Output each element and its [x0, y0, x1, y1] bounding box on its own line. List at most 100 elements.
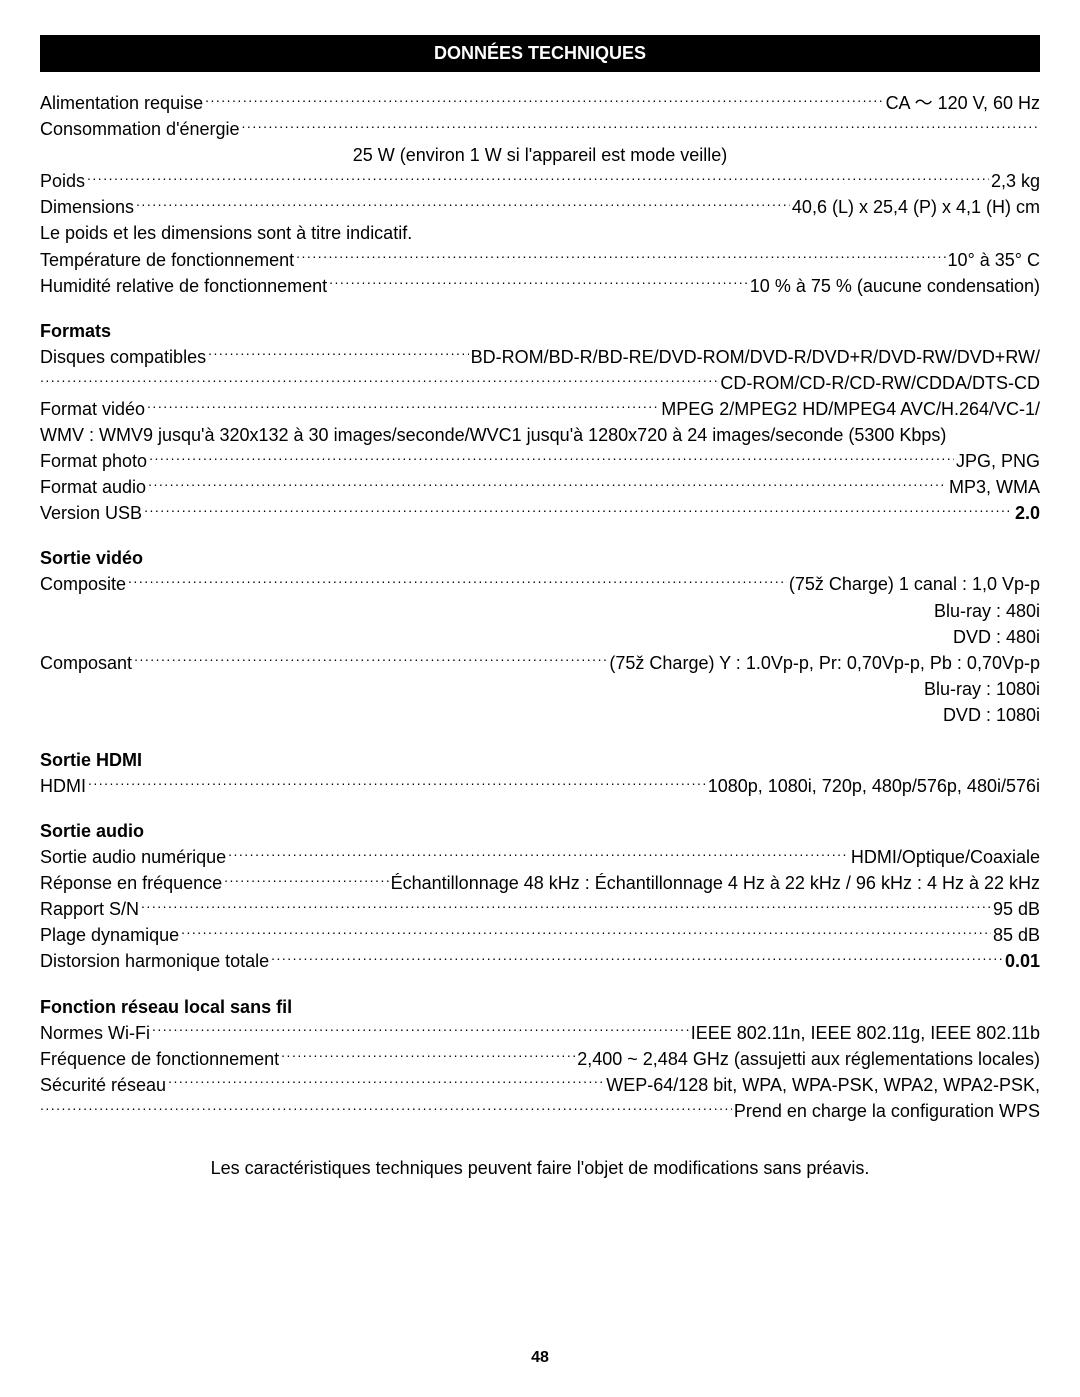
spec-label: Format audio	[40, 474, 148, 500]
dot-leader	[87, 169, 989, 187]
spec-label: Fréquence de fonctionnement	[40, 1046, 281, 1072]
spec-label: Version USB	[40, 500, 144, 526]
spec-label: Plage dynamique	[40, 922, 181, 948]
spec-row: Dimensions 40,6 (L) x 25,4 (P) x 4,1 (H)…	[40, 194, 1040, 220]
spec-label: Sortie audio numérique	[40, 844, 228, 870]
spec-row: Format vidéo MPEG 2/MPEG2 HD/MPEG4 AVC/H…	[40, 396, 1040, 422]
spec-value: Prend en charge la configuration WPS	[732, 1098, 1040, 1124]
dot-leader	[205, 91, 883, 109]
spec-label: HDMI	[40, 773, 88, 799]
spec-value: IEEE 802.11n, IEEE 802.11g, IEEE 802.11b	[689, 1020, 1040, 1046]
spec-value: Échantillonnage 48 kHz : Échantillonnage…	[389, 870, 1040, 896]
spec-row: Fréquence de fonctionnement 2,400 ~ 2,48…	[40, 1046, 1040, 1072]
header-title: DONNÉES TECHNIQUES	[434, 43, 646, 63]
spec-value: MPEG 2/MPEG2 HD/MPEG4 AVC/H.264/VC-1/	[659, 396, 1040, 422]
section-header: DONNÉES TECHNIQUES	[40, 35, 1040, 72]
spec-row: Distorsion harmonique totale 0.01	[40, 948, 1040, 974]
spec-row: Consommation d'énergie	[40, 116, 1040, 142]
page-number: 48	[0, 1349, 1080, 1367]
dot-leader	[228, 845, 849, 863]
spec-value: 85 dB	[991, 922, 1040, 948]
spec-value: 0.01	[1003, 948, 1040, 974]
section-heading-formats: Formats	[40, 321, 1040, 342]
spec-value: 2,400 ~ 2,484 GHz (assujetti aux régleme…	[575, 1046, 1040, 1072]
dot-leader	[281, 1047, 575, 1065]
spec-row: Poids 2,3 kg	[40, 168, 1040, 194]
dot-leader	[134, 651, 607, 669]
section-heading-hdmi-out: Sortie HDMI	[40, 750, 1040, 771]
spec-label: Composant	[40, 650, 134, 676]
dot-leader	[152, 1021, 689, 1039]
spec-row: Rapport S/N 95 dB	[40, 896, 1040, 922]
spec-label: Sécurité réseau	[40, 1072, 168, 1098]
dot-leader	[224, 871, 389, 889]
spec-row: Format photo JPG, PNG	[40, 448, 1040, 474]
spec-label: Format photo	[40, 448, 149, 474]
dot-leader	[242, 117, 1040, 135]
spec-body: Alimentation requise CA ～ 120 V, 60 Hz C…	[40, 90, 1040, 1179]
dot-leader	[88, 774, 706, 792]
spec-row: Version USB 2.0	[40, 500, 1040, 526]
spec-row: Plage dynamique 85 dB	[40, 922, 1040, 948]
spec-value: Blu-ray : 480i	[40, 598, 1040, 624]
spec-row: Composite (75ž Charge) 1 canal : 1,0 Vp-…	[40, 571, 1040, 597]
spec-row: Réponse en fréquence Échantillonnage 48 …	[40, 870, 1040, 896]
spec-row: Normes Wi-Fi IEEE 802.11n, IEEE 802.11g,…	[40, 1020, 1040, 1046]
dot-leader	[149, 449, 954, 467]
spec-label: Réponse en fréquence	[40, 870, 224, 896]
spec-value: 10 % à 75 % (aucune condensation)	[748, 273, 1040, 299]
spec-label: Rapport S/N	[40, 896, 141, 922]
spec-label: Humidité relative de fonctionnement	[40, 273, 329, 299]
spec-row: Prend en charge la configuration WPS	[40, 1098, 1040, 1124]
spec-row: Composant (75ž Charge) Y : 1.0Vp-p, Pr: …	[40, 650, 1040, 676]
spec-note: WMV : WMV9 jusqu'à 320x132 à 30 images/s…	[40, 422, 1040, 448]
spec-label: Composite	[40, 571, 128, 597]
spec-label: Consommation d'énergie	[40, 116, 242, 142]
spec-value: 10° à 35° C	[946, 247, 1040, 273]
spec-row: Disques compatibles BD-ROM/BD-R/BD-RE/DV…	[40, 344, 1040, 370]
spec-value: 1080p, 1080i, 720p, 480p/576p, 480i/576i	[706, 773, 1040, 799]
spec-label: Température de fonctionnement	[40, 247, 296, 273]
spec-value: (75ž Charge) 1 canal : 1,0 Vp-p	[787, 571, 1040, 597]
spec-value: MP3, WMA	[947, 474, 1040, 500]
spec-label: Dimensions	[40, 194, 136, 220]
footer-note: Les caractéristiques techniques peuvent …	[40, 1158, 1040, 1179]
spec-row: CD-ROM/CD-R/CD-RW/CDDA/DTS-CD	[40, 370, 1040, 396]
dot-leader	[271, 949, 1003, 967]
spec-row: HDMI 1080p, 1080i, 720p, 480p/576p, 480i…	[40, 773, 1040, 799]
spec-value: 2,3 kg	[989, 168, 1040, 194]
dot-leader	[136, 195, 790, 213]
spec-row: Format audio MP3, WMA	[40, 474, 1040, 500]
spec-value: CA ～ 120 V, 60 Hz	[884, 90, 1040, 116]
spec-row: Température de fonctionnement 10° à 35° …	[40, 247, 1040, 273]
spec-value: 2.0	[1013, 500, 1040, 526]
dot-leader	[329, 274, 748, 292]
spec-note: Le poids et les dimensions sont à titre …	[40, 220, 1040, 246]
spec-label: Distorsion harmonique totale	[40, 948, 271, 974]
spec-label: Normes Wi-Fi	[40, 1020, 152, 1046]
spec-note: 25 W (environ 1 W si l'appareil est mode…	[40, 142, 1040, 168]
spec-label: Poids	[40, 168, 87, 194]
dot-leader	[128, 572, 787, 590]
spec-value: JPG, PNG	[954, 448, 1040, 474]
spec-label: Disques compatibles	[40, 344, 208, 370]
dot-leader	[40, 1099, 732, 1117]
spec-value: 40,6 (L) x 25,4 (P) x 4,1 (H) cm	[790, 194, 1040, 220]
dot-leader	[147, 397, 659, 415]
spec-value: WEP-64/128 bit, WPA, WPA-PSK, WPA2, WPA2…	[604, 1072, 1040, 1098]
section-heading-audio-out: Sortie audio	[40, 821, 1040, 842]
dot-leader	[168, 1073, 604, 1091]
spec-value: DVD : 480i	[40, 624, 1040, 650]
section-heading-video-out: Sortie vidéo	[40, 548, 1040, 569]
dot-leader	[40, 371, 718, 389]
dot-leader	[208, 345, 469, 363]
spec-value: (75ž Charge) Y : 1.0Vp-p, Pr: 0,70Vp-p, …	[607, 650, 1040, 676]
spec-label: Alimentation requise	[40, 90, 205, 116]
spec-row: Alimentation requise CA ～ 120 V, 60 Hz	[40, 90, 1040, 116]
dot-leader	[296, 248, 945, 266]
dot-leader	[144, 501, 1013, 519]
spec-value: HDMI/Optique/Coaxiale	[849, 844, 1040, 870]
dot-leader	[141, 897, 991, 915]
dot-leader	[148, 475, 947, 493]
spec-value: DVD : 1080i	[40, 702, 1040, 728]
